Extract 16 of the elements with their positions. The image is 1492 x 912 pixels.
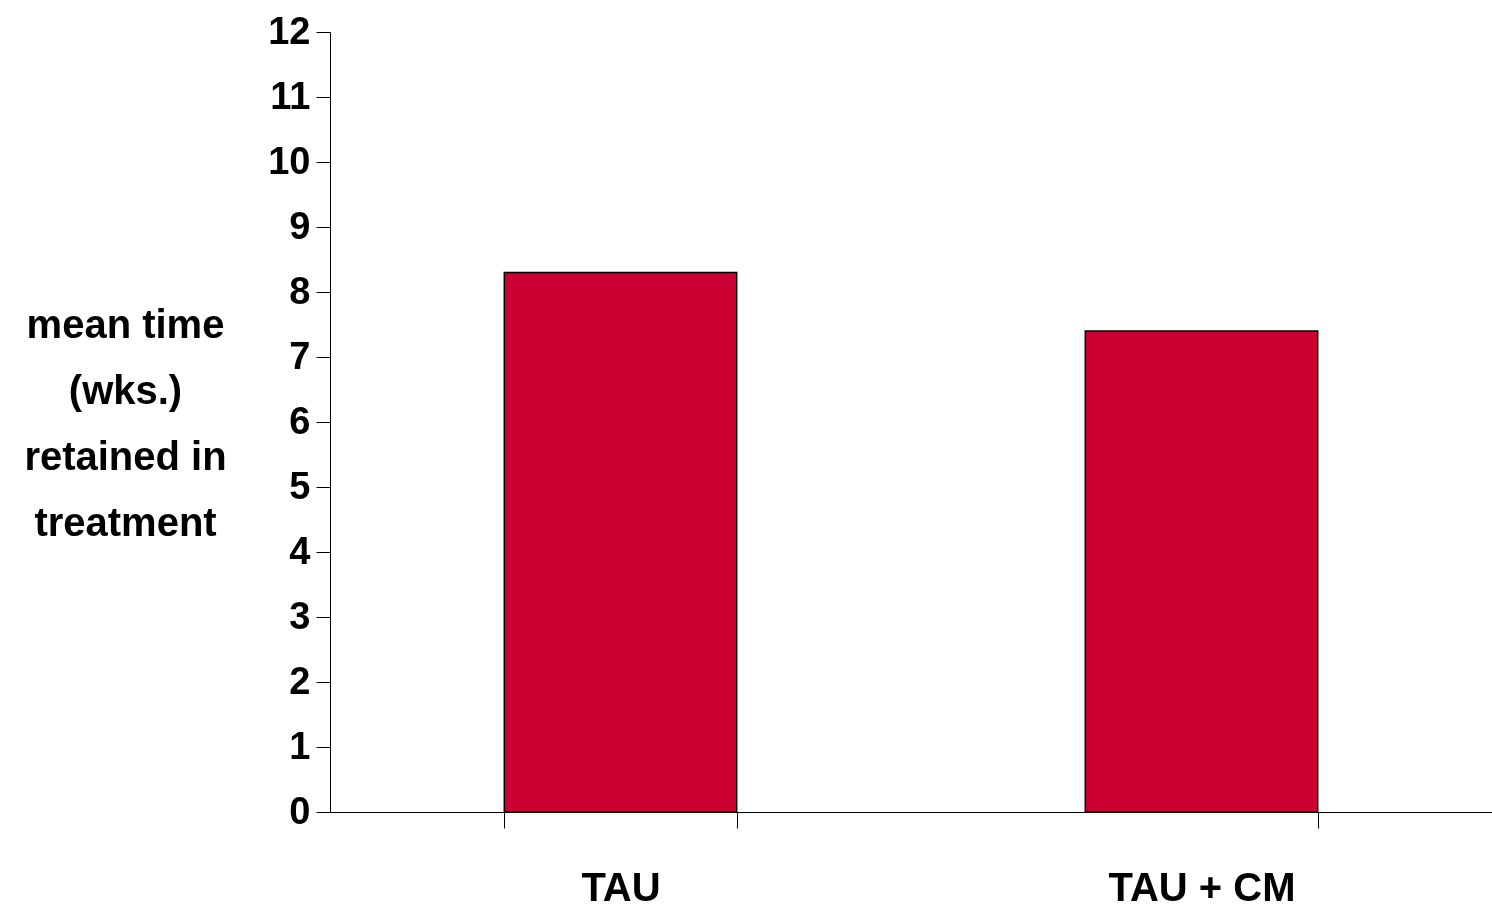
y-tick-label: 1 bbox=[289, 724, 311, 767]
x-tick-label: TAU + CM bbox=[1108, 864, 1296, 909]
y-tick-label: 9 bbox=[289, 204, 311, 247]
y-tick-label: 8 bbox=[289, 269, 311, 312]
y-tick-label: 11 bbox=[270, 74, 311, 117]
y-tick-label: 10 bbox=[268, 139, 311, 182]
y-tick-label: 7 bbox=[289, 334, 311, 377]
y-tick-label: 5 bbox=[289, 464, 311, 507]
y-axis-title: mean time (wks.) retained in treatment bbox=[24, 301, 227, 544]
y-tick-label: 12 bbox=[268, 9, 311, 52]
y-tick-label: 2 bbox=[289, 659, 311, 702]
y-tick-label: 0 bbox=[289, 789, 311, 832]
y-tick-label: 3 bbox=[289, 594, 311, 637]
y-tick-label: 4 bbox=[289, 529, 311, 572]
y-tick-label: 6 bbox=[289, 399, 311, 442]
x-tick-label: TAU bbox=[581, 864, 661, 909]
